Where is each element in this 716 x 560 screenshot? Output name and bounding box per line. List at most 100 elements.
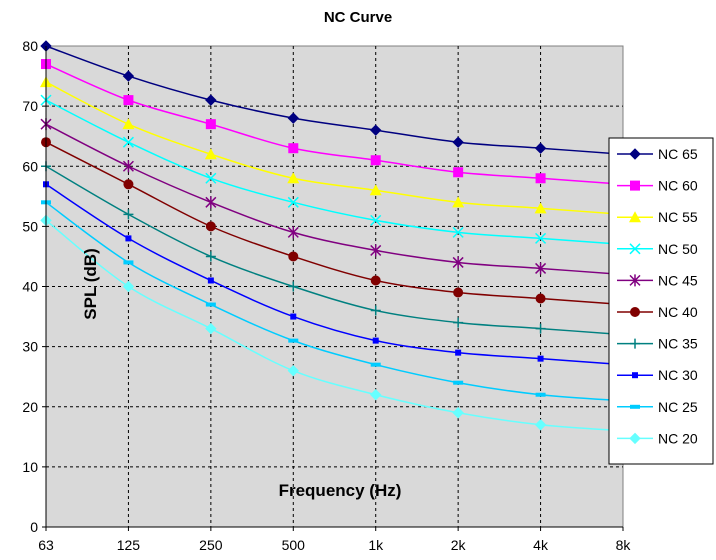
series-line xyxy=(45,45,624,155)
point-marker xyxy=(205,196,217,209)
series-line xyxy=(45,123,624,276)
point-marker xyxy=(370,124,382,136)
legend-label: NC 35 xyxy=(658,336,698,352)
point-marker xyxy=(629,243,641,255)
point-marker xyxy=(288,251,299,262)
point-marker xyxy=(205,94,217,106)
point-marker xyxy=(288,281,299,292)
y-tick-label: 50 xyxy=(22,218,38,234)
y-tick-label: 80 xyxy=(22,38,38,54)
series-nc-40 xyxy=(41,137,624,306)
point-marker xyxy=(205,172,217,184)
point-marker xyxy=(123,209,134,220)
point-marker xyxy=(205,119,216,130)
legend-item: NC 60 xyxy=(617,178,698,194)
y-tick-label: 0 xyxy=(30,519,38,535)
legend-item: NC 65 xyxy=(617,146,698,162)
point-marker xyxy=(205,221,216,232)
point-marker xyxy=(290,313,297,320)
x-tick-label: 500 xyxy=(282,537,306,553)
legend-label: NC 45 xyxy=(658,272,698,288)
y-axis-ticks: 0 10 20 30 40 50 60 70 80 xyxy=(22,38,46,535)
point-marker xyxy=(287,364,299,377)
point-marker xyxy=(535,392,546,397)
legend-label: NC 65 xyxy=(658,146,698,162)
point-marker xyxy=(205,322,217,335)
point-marker xyxy=(125,235,132,242)
x-axis-ticks: 63 125 250 500 1k 2k 4k 8k xyxy=(38,527,631,553)
point-marker xyxy=(204,148,217,160)
series-nc-65 xyxy=(40,40,624,155)
y-tick-label: 10 xyxy=(22,459,38,475)
point-marker xyxy=(632,372,638,379)
point-marker xyxy=(537,355,544,362)
x-tick-label: 250 xyxy=(199,537,223,553)
point-marker xyxy=(629,211,641,223)
legend-item: NC 55 xyxy=(617,209,698,225)
point-marker xyxy=(123,179,134,190)
point-marker xyxy=(452,407,464,419)
legend: NC 65 NC 60 NC 55 NC 50 NC 45 NC 40 NC 35 NC 30… xyxy=(608,137,714,465)
point-marker xyxy=(452,256,464,269)
y-tick-label: 20 xyxy=(22,399,38,415)
legend-label: NC 60 xyxy=(658,178,698,194)
series-line xyxy=(45,165,624,336)
point-marker xyxy=(287,226,299,239)
point-marker xyxy=(452,136,464,148)
x-tick-label: 4k xyxy=(533,537,549,553)
x-axis-label: Frequency (Hz) xyxy=(279,481,402,500)
legend-item: NC 35 xyxy=(617,336,698,352)
point-marker xyxy=(287,196,299,208)
point-marker xyxy=(370,305,381,316)
point-marker xyxy=(534,202,547,214)
y-tick-label: 70 xyxy=(22,98,38,114)
point-marker xyxy=(122,160,134,173)
point-marker xyxy=(370,362,381,367)
legend-label: NC 30 xyxy=(658,367,698,383)
point-marker xyxy=(123,260,134,265)
legend-item: NC 40 xyxy=(617,304,698,320)
legend-item: NC 30 xyxy=(617,367,698,383)
point-marker xyxy=(122,136,134,148)
point-marker xyxy=(535,173,546,184)
legend-item: NC 25 xyxy=(617,399,698,415)
legend-label: NC 55 xyxy=(658,209,698,225)
point-marker xyxy=(535,232,547,244)
point-marker xyxy=(122,280,135,293)
point-marker xyxy=(205,251,216,262)
x-tick-label: 2k xyxy=(451,537,467,553)
point-marker xyxy=(535,323,546,334)
x-tick-label: 1k xyxy=(368,537,384,553)
legend-item: NC 50 xyxy=(617,241,698,257)
point-marker xyxy=(122,70,135,82)
point-marker xyxy=(630,180,640,191)
series-line xyxy=(45,81,624,216)
series-line xyxy=(45,141,624,306)
y-tick-label: 40 xyxy=(22,279,38,295)
series-line xyxy=(45,63,624,186)
point-marker xyxy=(370,155,381,166)
point-marker xyxy=(455,349,462,356)
x-tick-label: 63 xyxy=(38,537,54,553)
legend-item: NC 45 xyxy=(617,272,698,288)
point-marker xyxy=(370,389,382,401)
legend-box xyxy=(608,137,714,465)
point-marker xyxy=(453,317,464,328)
series-nc-35 xyxy=(41,161,624,336)
point-marker xyxy=(629,432,641,445)
point-marker xyxy=(535,293,546,304)
x-tick-label: 8k xyxy=(616,537,632,553)
point-marker xyxy=(629,148,641,160)
y-tick-label: 30 xyxy=(22,339,38,355)
series-nc-55 xyxy=(40,76,624,216)
point-marker xyxy=(453,287,464,298)
legend-item: NC 20 xyxy=(617,430,698,446)
point-marker xyxy=(630,338,640,349)
point-marker xyxy=(288,143,299,154)
point-marker xyxy=(452,196,465,208)
point-marker xyxy=(288,338,299,343)
point-marker xyxy=(630,404,640,409)
point-marker xyxy=(370,244,382,257)
y-tick-label: 60 xyxy=(22,158,38,174)
